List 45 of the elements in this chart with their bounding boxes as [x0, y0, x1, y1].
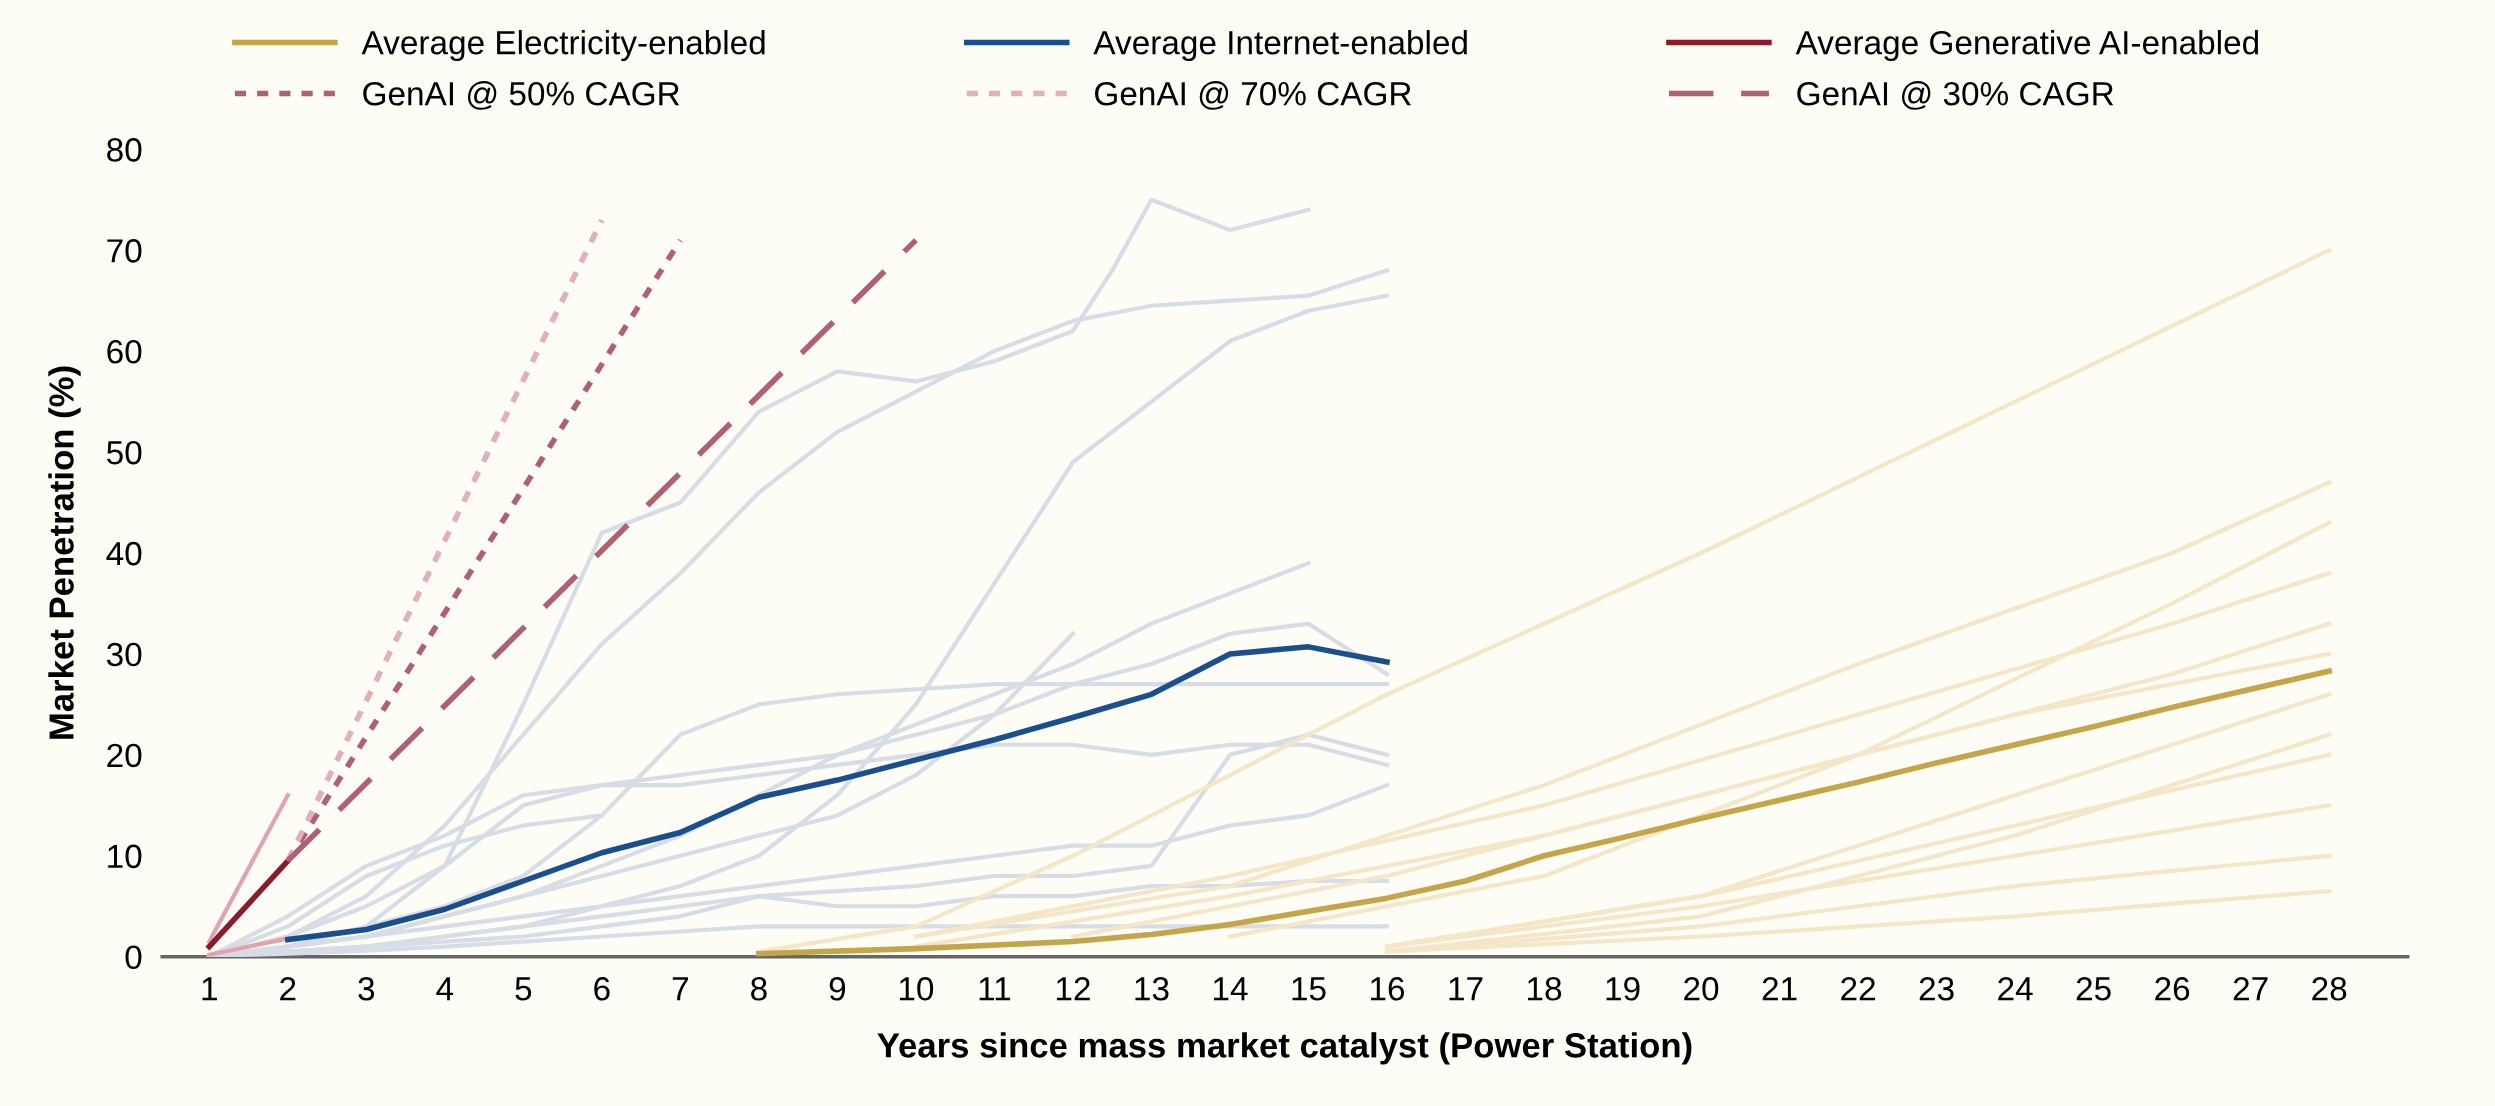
x-tick-label: 24 — [1998, 977, 2033, 1001]
legend-label: Average Electricity-enabled — [361, 30, 765, 62]
x-tick-label: 3 — [358, 977, 375, 1001]
x-tick-label: 17 — [1449, 977, 1483, 1001]
x-tick-label: 19 — [1606, 977, 1640, 1001]
legend-label: GenAI @ 30% CAGR — [1797, 81, 2114, 110]
legend-label: Average Generative AI-enabled — [1795, 30, 2258, 62]
y-tick-label: 30 — [106, 642, 142, 667]
x-tick-label: 14 — [1213, 977, 1248, 1001]
x-tick-label: 18 — [1528, 977, 1562, 1001]
x-tick-label: 1 — [202, 977, 217, 1001]
y-tick-label: 10 — [108, 844, 142, 869]
x-tick-label: 26 — [2155, 977, 2190, 1001]
x-axis-title: Years since mass market catalyst (Power Station) — [877, 1032, 1692, 1065]
x-tick-label: 9 — [829, 977, 846, 1001]
legend-label: GenAI @ 50% CAGR — [363, 81, 680, 110]
x-tick-label: 20 — [1684, 977, 1719, 1001]
x-tick-label: 27 — [2233, 977, 2268, 1001]
y-tick-label: 40 — [106, 541, 142, 566]
x-tick-label: 5 — [515, 977, 532, 1001]
y-tick-label: 80 — [107, 138, 142, 162]
legend-label: Average Internet-enabled — [1093, 30, 1467, 62]
legend-label: GenAI @ 70% CAGR — [1095, 81, 1411, 110]
x-tick-label: 12 — [1056, 977, 1090, 1001]
x-tick-label: 13 — [1135, 977, 1169, 1001]
x-tick-label: 8 — [751, 977, 767, 1001]
x-tick-label: 25 — [2076, 977, 2111, 1001]
y-tick-label: 70 — [107, 239, 142, 263]
x-tick-label: 22 — [1841, 977, 1875, 1001]
x-tick-label: 6 — [594, 977, 610, 1001]
y-axis-title: Market Penetration (%) — [48, 366, 81, 739]
y-tick-label: 0 — [125, 945, 142, 970]
x-tick-label: 2 — [280, 977, 296, 1001]
y-tick-label: 60 — [107, 339, 142, 364]
x-tick-label: 10 — [899, 977, 934, 1001]
x-tick-label: 4 — [436, 977, 454, 1001]
y-tick-label: 20 — [107, 743, 142, 768]
x-tick-label: 15 — [1292, 977, 1326, 1001]
y-tick-label: 50 — [106, 440, 142, 465]
x-tick-label: 21 — [1762, 977, 1797, 1001]
x-tick-label: 7 — [672, 977, 688, 1001]
x-tick-label: 23 — [1919, 977, 1954, 1001]
x-tick-label: 28 — [2312, 977, 2347, 1001]
x-tick-label: 11 — [979, 977, 1011, 1001]
x-tick-label: 16 — [1371, 977, 1405, 1001]
